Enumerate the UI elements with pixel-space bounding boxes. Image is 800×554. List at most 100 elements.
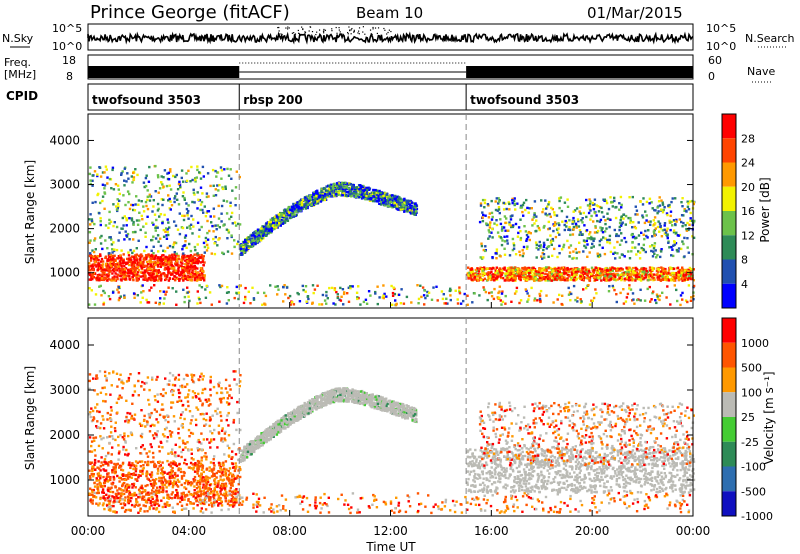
- range-time-cell: [137, 274, 140, 277]
- range-time-cell: [191, 271, 194, 275]
- range-time-cell: [108, 268, 111, 271]
- range-time-cell: [105, 267, 108, 270]
- range-time-cell: [200, 269, 204, 273]
- range-time-cell: [304, 285, 308, 288]
- nsearch-dot: [376, 32, 378, 35]
- range-time-cell: [605, 199, 608, 203]
- range-time-cell: [116, 257, 119, 260]
- range-time-cell: [338, 183, 342, 187]
- range-time-cell: [97, 192, 100, 196]
- range-time-cell: [590, 266, 594, 269]
- range-time-cell: [198, 298, 201, 301]
- nsearch-dot: [358, 27, 361, 29]
- range-time-cell: [487, 237, 490, 240]
- range-time-cell: [293, 208, 296, 211]
- range-time-cell: [99, 254, 102, 258]
- range-time-cell: [504, 274, 507, 277]
- range-time-cell: [519, 206, 522, 209]
- range-time-cell: [196, 252, 199, 255]
- range-time-cell: [397, 207, 401, 210]
- range-time-cell: [467, 273, 470, 277]
- range-time-cell: [682, 277, 685, 280]
- range-time-cell: [323, 193, 327, 196]
- range-time-cell: [176, 271, 180, 275]
- range-time-cell: [148, 255, 151, 259]
- range-time-cell: [491, 275, 495, 278]
- range-time-cell: [503, 279, 506, 282]
- range-time-cell: [680, 214, 684, 217]
- range-time-cell: [508, 276, 511, 279]
- nsearch-tick-top: 10^5: [706, 22, 736, 35]
- range-time-cell: [396, 200, 400, 203]
- range-time-cell: [415, 207, 419, 211]
- range-time-cell: [361, 186, 365, 189]
- range-time-cell: [294, 210, 297, 213]
- nsearch-dot: [297, 32, 300, 34]
- range-time-cell: [631, 226, 634, 229]
- range-time-cell: [88, 254, 92, 258]
- range-time-cell: [497, 202, 500, 205]
- range-time-cell: [185, 172, 188, 175]
- range-time-cell: [554, 235, 558, 239]
- range-time-cell: [572, 250, 575, 253]
- range-time-cell: [341, 193, 344, 197]
- range-time-cell: [489, 221, 492, 224]
- range-time-cell: [101, 268, 105, 271]
- range-time-cell: [675, 248, 679, 252]
- range-time-cell: [171, 246, 175, 249]
- range-time-cell: [162, 264, 165, 267]
- range-time-cell: [633, 270, 637, 273]
- nsearch-dot: [331, 28, 333, 30]
- range-time-cell: [202, 175, 205, 178]
- range-time-cell: [677, 277, 680, 280]
- range-time-cell: [136, 223, 140, 226]
- range-time-cell: [502, 226, 506, 229]
- range-time-cell: [650, 201, 653, 204]
- range-time-cell: [279, 215, 282, 219]
- range-time-cell: [367, 290, 371, 293]
- range-time-cell: [307, 203, 310, 206]
- range-time-cell: [547, 220, 550, 224]
- range-time-cell: [132, 261, 136, 264]
- range-time-cell: [521, 254, 525, 258]
- range-time-cell: [379, 203, 383, 206]
- range-time-cell: [503, 253, 507, 256]
- range-time-cell: [618, 256, 621, 259]
- range-time-cell: [659, 278, 663, 282]
- range-time-cell: [553, 224, 556, 227]
- nsky-tick-bottom: 10^0: [52, 40, 82, 53]
- range-time-cell: [380, 200, 383, 203]
- range-time-cell: [423, 289, 426, 292]
- range-time-cell: [543, 224, 546, 228]
- range-time-cell: [601, 227, 604, 230]
- range-time-cell: [122, 259, 125, 263]
- range-time-cell: [89, 166, 92, 169]
- range-time-cell: [326, 194, 329, 197]
- beam-title: Beam 10: [356, 4, 423, 22]
- range-time-cell: [252, 236, 255, 239]
- range-time-cell: [486, 203, 490, 206]
- range-time-cell: [666, 236, 669, 240]
- range-time-cell: [382, 294, 385, 298]
- range-time-cell: [683, 209, 686, 212]
- range-time-cell: [553, 221, 557, 224]
- range-time-cell: [649, 300, 652, 303]
- range-time-cell: [551, 237, 554, 241]
- range-time-cell: [313, 198, 316, 201]
- range-time-cell: [535, 256, 538, 259]
- range-time-cell: [98, 277, 102, 281]
- range-time-cell: [645, 200, 649, 204]
- range-time-cell: [689, 217, 692, 220]
- range-time-cell: [307, 197, 311, 200]
- range-time-cell: [497, 208, 501, 211]
- range-time-cell: [490, 211, 494, 215]
- nsearch-dot: [338, 27, 340, 29]
- range-time-cell: [537, 248, 540, 251]
- nsearch-dot: [285, 27, 287, 29]
- range-time-cell: [119, 257, 123, 260]
- range-time-cell: [105, 273, 108, 276]
- range-time-cell: [350, 195, 353, 198]
- range-time-cell: [645, 214, 648, 217]
- range-time-cell: [539, 244, 543, 247]
- range-time-cell: [144, 269, 147, 272]
